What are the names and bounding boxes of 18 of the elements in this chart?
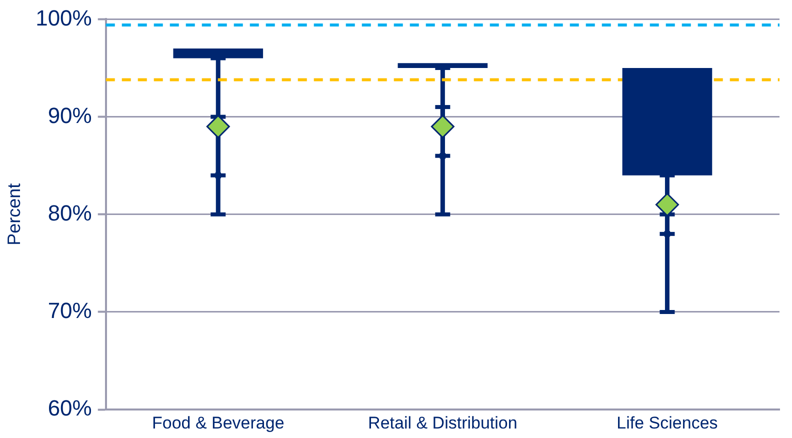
point [430, 114, 454, 138]
point [664, 231, 670, 237]
x-tick-label: Food & Beverage [152, 413, 284, 432]
y-tick-label: 90% [48, 102, 92, 128]
y-tick-label: 70% [48, 298, 92, 324]
point [215, 172, 222, 178]
point [206, 114, 230, 138]
y-tick-label: 80% [48, 200, 92, 226]
x-tick-label: Retail & Distribution [368, 413, 518, 432]
bar [398, 63, 488, 68]
bar [622, 68, 712, 176]
y-tick-label: 100% [36, 5, 92, 30]
y-axis-title: Percent [4, 183, 24, 246]
x-tick-label: Life Sciences [616, 413, 718, 432]
y-tick-label: 60% [48, 396, 92, 421]
point [440, 152, 446, 159]
bar [173, 48, 264, 58]
point [655, 192, 679, 216]
